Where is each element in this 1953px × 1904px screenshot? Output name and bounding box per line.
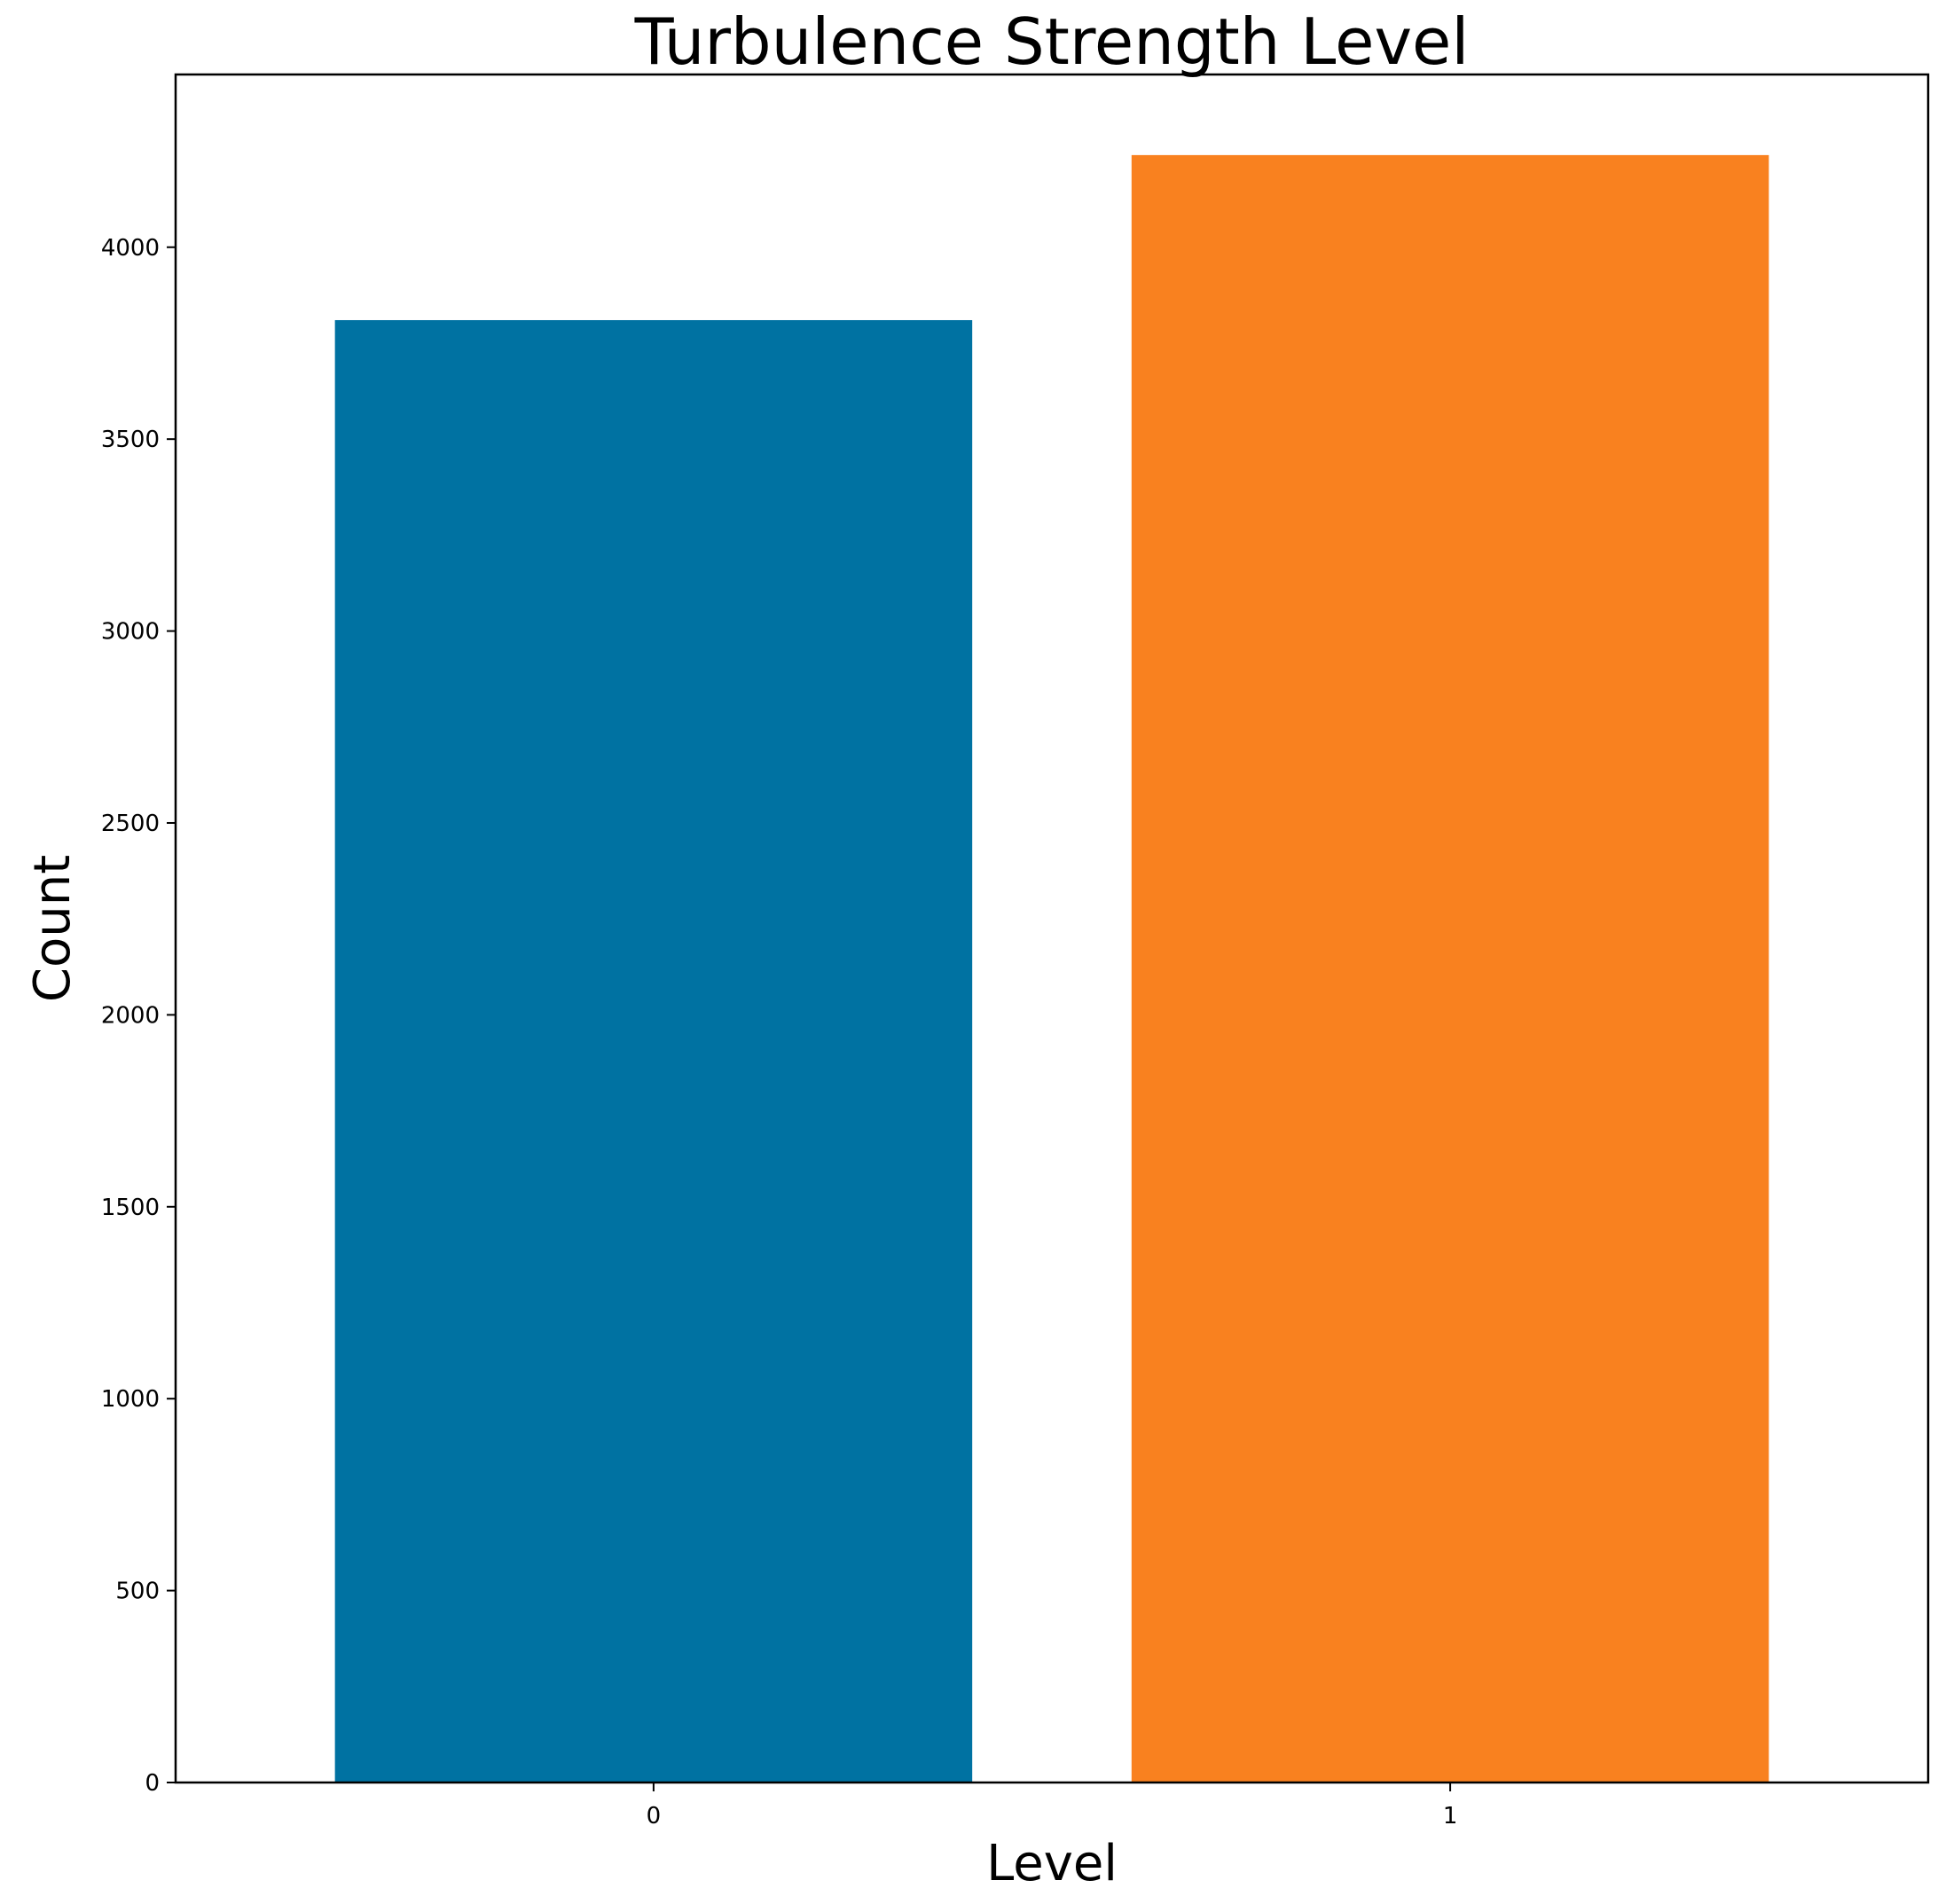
y-tick-label: 3000 [101, 619, 160, 646]
y-tick-label: 1500 [101, 1195, 160, 1221]
y-tick-label: 500 [115, 1579, 160, 1605]
x-tick-label: 0 [647, 1803, 662, 1830]
chart-title: Turbulence Strength Level [634, 4, 1470, 79]
bar-level-1 [1131, 154, 1769, 1783]
y-axis-label: Count [24, 855, 82, 1002]
x-axis-label: Level [986, 1835, 1118, 1892]
y-tick-label: 2000 [101, 1002, 160, 1029]
y-tick-label: 1000 [101, 1386, 160, 1413]
x-tick-label: 1 [1443, 1803, 1458, 1830]
plot-area-frame [174, 73, 1930, 1784]
y-tick-label: 4000 [101, 235, 160, 262]
bars-layer [334, 154, 1769, 1783]
y-tick-label: 0 [145, 1770, 160, 1797]
y-tick-label: 2500 [101, 811, 160, 837]
y-tick-label: 3500 [101, 427, 160, 453]
y-axis-ticks: 0 500 1000 1500 2000 2500 3000 3500 4000 [101, 235, 176, 1797]
bar-level-0 [334, 319, 973, 1783]
